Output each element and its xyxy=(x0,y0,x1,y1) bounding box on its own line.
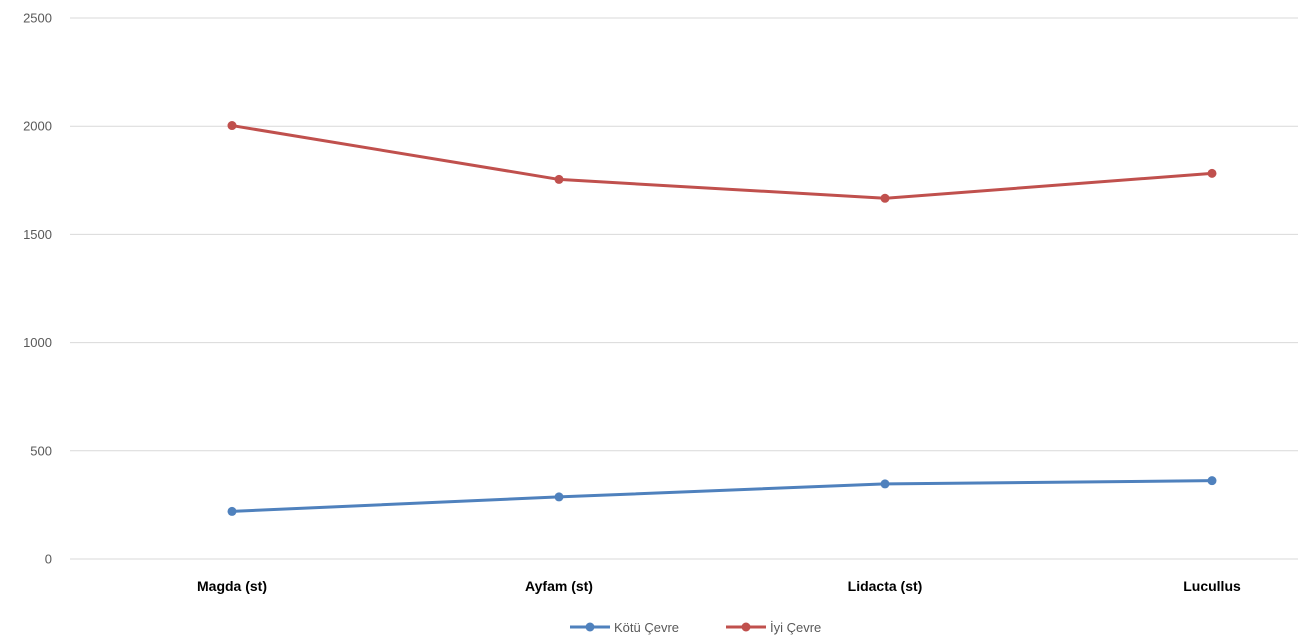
legend: Kötü Çevre İyi Çevre xyxy=(570,620,821,635)
y-tick-label: 500 xyxy=(30,443,52,458)
legend-swatch-marker xyxy=(741,622,751,632)
x-axis-ticks: Magda (st) Ayfam (st) Lidacta (st) Lucullus xyxy=(197,578,1241,594)
data-point[interactable] xyxy=(1207,168,1217,178)
legend-swatch-marker xyxy=(585,622,595,632)
data-point[interactable] xyxy=(1207,476,1217,486)
legend-item[interactable]: Kötü Çevre xyxy=(570,620,679,635)
data-point[interactable] xyxy=(227,506,237,516)
x-tick-label: Magda (st) xyxy=(197,578,267,594)
series-lines xyxy=(227,121,1217,516)
data-point[interactable] xyxy=(227,121,237,131)
data-point[interactable] xyxy=(880,193,890,203)
y-tick-label: 2500 xyxy=(23,11,52,26)
data-point[interactable] xyxy=(554,492,564,502)
series-iyi-cevre xyxy=(227,121,1217,203)
x-tick-label: Ayfam (st) xyxy=(525,578,593,594)
y-axis-ticks: 0 500 1000 1500 2000 2500 xyxy=(23,11,52,567)
legend-label: Kötü Çevre xyxy=(614,620,679,635)
y-tick-label: 1500 xyxy=(23,227,52,242)
data-point[interactable] xyxy=(880,479,890,489)
series-line xyxy=(230,479,1214,513)
y-tick-label: 2000 xyxy=(23,119,52,134)
series-line xyxy=(230,124,1214,200)
series-kotu-cevre xyxy=(227,476,1217,516)
y-tick-label: 1000 xyxy=(23,335,52,350)
x-tick-label: Lucullus xyxy=(1183,578,1241,594)
legend-label: İyi Çevre xyxy=(770,620,821,635)
y-tick-label: 0 xyxy=(45,552,52,567)
data-point[interactable] xyxy=(554,174,564,184)
legend-item[interactable]: İyi Çevre xyxy=(726,620,821,635)
gridlines xyxy=(70,17,1298,560)
x-tick-label: Lidacta (st) xyxy=(848,578,923,594)
